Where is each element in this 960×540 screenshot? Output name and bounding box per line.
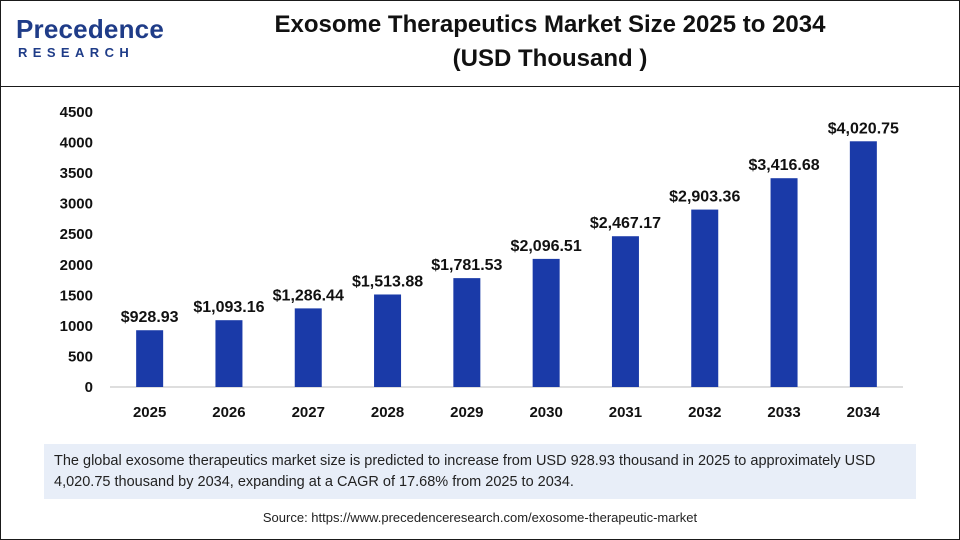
source-text: Source: https://www.precedenceresearch.c… <box>262 510 698 525</box>
chart-title-line1: Exosome Therapeutics Market Size 2025 to… <box>274 11 826 38</box>
bar-2034 <box>849 141 877 387</box>
data-label-2033: $3,416.68 <box>748 157 819 174</box>
summary-note: The global exosome therapeutics market s… <box>44 444 916 499</box>
x-tick-label-2032: 2032 <box>688 404 721 421</box>
bar-2026 <box>215 320 243 387</box>
y-tick-label: 500 <box>68 348 93 365</box>
x-tick-label-2027: 2027 <box>292 404 325 421</box>
y-tick-label: 1500 <box>60 287 93 304</box>
x-tick-label-2026: 2026 <box>212 404 245 421</box>
y-tick-label: 3000 <box>60 196 93 213</box>
bar-2029 <box>453 278 481 387</box>
x-tick-label-2033: 2033 <box>767 404 800 421</box>
x-tick-label-2030: 2030 <box>529 404 562 421</box>
y-tick-label: 4500 <box>60 104 93 121</box>
bar-2027 <box>294 308 322 387</box>
x-tick-label-2025: 2025 <box>133 404 166 421</box>
bar-2031 <box>611 236 639 387</box>
chart-title-line2: (USD Thousand ) <box>452 45 648 72</box>
data-label-2031: $2,467.17 <box>590 215 661 232</box>
bar-2025 <box>136 330 164 387</box>
header: Precedence RESEARCH Exosome Therapeutics… <box>0 0 960 87</box>
x-tick-label-2029: 2029 <box>450 404 483 421</box>
x-tick-label-2034: 2034 <box>847 404 881 421</box>
brand-sub: RESEARCH <box>18 45 135 60</box>
chart-title: Exosome Therapeutics Market Size 2025 to… <box>200 8 900 76</box>
data-label-2027: $1,286.44 <box>273 287 344 304</box>
y-tick-label: 4000 <box>60 135 93 152</box>
data-label-2026: $1,093.16 <box>193 299 264 316</box>
bar-2030 <box>532 258 560 387</box>
data-label-2030: $2,096.51 <box>511 238 582 255</box>
data-label-2028: $1,513.88 <box>352 273 423 290</box>
bar-2033 <box>770 178 798 387</box>
bar-chart: 0 500 1000 1500 2000 2500 3000 3500 4000 4500 $928… <box>60 104 903 421</box>
y-tick-label: 0 <box>85 379 93 396</box>
data-label-2029: $1,781.53 <box>431 257 502 274</box>
x-tick-label-2028: 2028 <box>371 404 404 421</box>
y-tick-label: 2500 <box>60 226 93 243</box>
y-tick-label: 3500 <box>60 165 93 182</box>
data-label-2034: $4,020.75 <box>828 120 899 137</box>
y-tick-label: 1000 <box>60 318 93 335</box>
bar-2032 <box>691 209 719 387</box>
bar-2028 <box>374 294 402 387</box>
y-tick-label: 2000 <box>60 257 93 274</box>
brand-name: Precedence <box>16 14 164 44</box>
brand-logo: Precedence RESEARCH <box>16 14 166 66</box>
data-label-2025: $928.93 <box>121 309 179 326</box>
data-label-2032: $2,903.36 <box>669 189 740 206</box>
x-tick-label-2031: 2031 <box>609 404 642 421</box>
